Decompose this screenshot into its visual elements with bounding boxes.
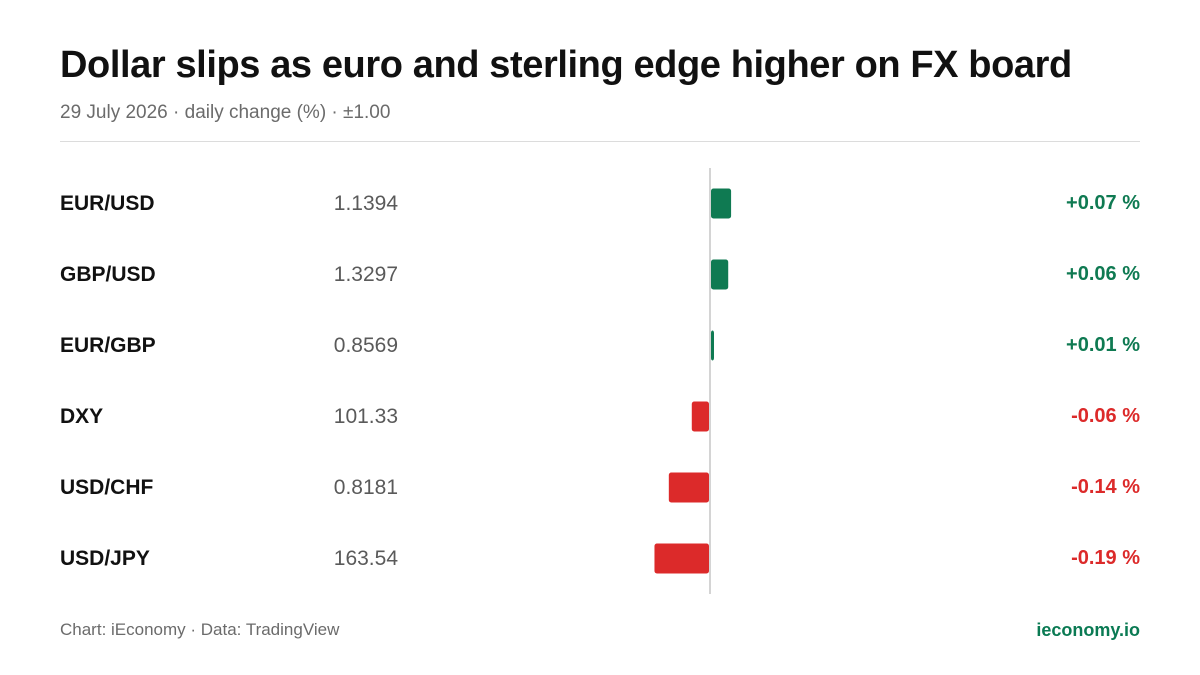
- bar-gbp-usd: [711, 259, 729, 290]
- price-value: 101.33: [333, 405, 398, 428]
- table-row: USD/JPY 163.54 -0.19 %: [0, 523, 1200, 594]
- price-value: 163.54: [333, 547, 398, 570]
- chart-credit: Chart: iEconomy · Data: TradingView: [60, 620, 340, 639]
- chart-title: Dollar slips as euro and sterling edge h…: [60, 44, 1072, 86]
- pair-label: EUR/GBP: [60, 334, 156, 357]
- bar-eur-gbp: [711, 330, 714, 361]
- chart-subtitle: 29 July 2026 · daily change (%) · ±1.00: [60, 102, 391, 123]
- fx-board: EUR/USD 1.1394 +0.07 % GBP/USD 1.3297 +0.06 %…: [0, 168, 1200, 594]
- change-label: -0.19 %: [1071, 547, 1140, 569]
- table-row: USD/CHF 0.8181 -0.14 %: [0, 452, 1200, 523]
- brand-link[interactable]: ieconomy.io: [1036, 620, 1140, 640]
- pair-label: GBP/USD: [60, 263, 156, 286]
- pair-label: USD/JPY: [60, 547, 150, 570]
- bar-eur-usd: [711, 188, 732, 219]
- price-value: 0.8181: [333, 476, 398, 499]
- change-label: +0.07 %: [1066, 192, 1140, 214]
- bar-dxy: [691, 401, 709, 432]
- table-row: GBP/USD 1.3297 +0.06 %: [0, 239, 1200, 310]
- pair-label: USD/CHF: [60, 476, 154, 499]
- price-value: 1.1394: [333, 192, 398, 215]
- bar-usd-chf: [668, 472, 709, 503]
- bar-usd-jpy: [654, 543, 709, 574]
- pair-label: DXY: [60, 405, 104, 428]
- change-label: -0.14 %: [1071, 476, 1140, 498]
- price-value: 0.8569: [333, 334, 398, 357]
- header-divider: [60, 141, 1140, 142]
- bar-chart: [654, 168, 732, 594]
- change-label: +0.06 %: [1066, 263, 1140, 285]
- change-label: -0.06 %: [1071, 405, 1140, 427]
- table-row: DXY 101.33 -0.06 %: [0, 381, 1200, 452]
- pair-label: EUR/USD: [60, 192, 155, 215]
- change-label: +0.01 %: [1066, 334, 1140, 356]
- table-row: EUR/GBP 0.8569 +0.01 %: [0, 310, 1200, 381]
- price-value: 1.3297: [333, 263, 398, 286]
- table-row: EUR/USD 1.1394 +0.07 %: [0, 168, 1200, 239]
